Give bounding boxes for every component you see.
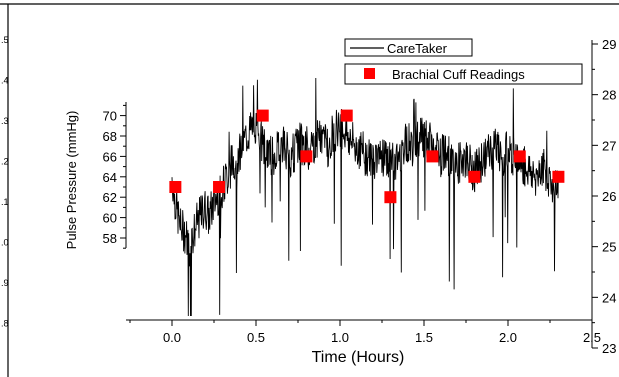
legend-entry-caretaker-box (344, 38, 473, 57)
legend-cuff-label: Brachial Cuff Readings (392, 67, 525, 82)
clipped-tick-label: .5 (1, 35, 9, 45)
clipped-left-ticks: .5 .4 .3 .2 .1 .0 .9 .8 (1, 35, 9, 329)
x-axis-ticks: 0.0 0.5 1.0 1.5 2.0 2.5 (129, 320, 601, 345)
clipped-tick-label: .2 (1, 157, 9, 167)
x-tick-label: 0.5 (247, 330, 265, 345)
y2-axis-ticks: 23 24 25 26 27 28 29 (592, 37, 616, 356)
y-tick-label: 68 (103, 129, 117, 144)
legend-entry-cuff-box (344, 63, 583, 85)
cuff-reading-marker (552, 170, 565, 183)
y2-tick-label: 27 (602, 138, 616, 153)
y-tick-label: 64 (103, 170, 117, 185)
cuff-reading-marker (256, 109, 269, 122)
y2-tick-label: 23 (602, 341, 616, 356)
cuff-reading-marker (213, 181, 226, 193)
cuff-reading-marker (340, 109, 353, 122)
y2-tick-label: 25 (602, 240, 616, 255)
clipped-tick-label: .4 (1, 76, 9, 86)
y2-tick-label: 24 (602, 290, 616, 305)
x-axis-title: Time (Hours) (312, 349, 405, 366)
legend-cuff-swatch (364, 68, 375, 79)
clipped-tick-label: .1 (1, 197, 9, 207)
x-tick-label: 2.0 (499, 330, 517, 345)
y-tick-label: 62 (103, 190, 117, 205)
x-tick-label: 1.5 (415, 330, 433, 345)
clipped-tick-label: .0 (1, 238, 9, 248)
y2-tick-label: 26 (602, 189, 616, 204)
y-axis-title: Pulse Pressure (mmHg) (64, 111, 79, 250)
clipped-tick-label: .3 (1, 116, 9, 126)
cuff-reading-marker (384, 191, 397, 204)
y-axis-ticks: 58 60 62 64 66 68 70 (103, 104, 126, 249)
cuff-reading-marker (426, 150, 439, 163)
caretaker-line (171, 77, 559, 317)
clipped-tick-label: .9 (1, 278, 9, 288)
y2-tick-label: 28 (602, 88, 616, 103)
y-tick-label: 70 (103, 109, 117, 124)
caretaker-series (171, 77, 559, 317)
y-tick-label: 58 (103, 231, 117, 246)
x-tick-label: 1.0 (331, 330, 349, 345)
cuff-reading-marker (169, 181, 182, 193)
legend-caretaker-label: CareTaker (387, 41, 448, 56)
cuff-reading-marker (300, 150, 313, 163)
y-tick-label: 66 (103, 149, 117, 164)
clipped-tick-label: .8 (1, 319, 9, 329)
cuff-reading-marker (468, 170, 481, 183)
y-tick-label: 60 (103, 211, 117, 226)
cuff-reading-marker (513, 150, 526, 163)
y2-tick-label: 29 (602, 37, 616, 52)
cuff-readings-series (169, 109, 565, 204)
x-tick-label: 0.0 (163, 330, 181, 345)
legend: CareTaker Brachial Cuff Readings (344, 38, 583, 85)
